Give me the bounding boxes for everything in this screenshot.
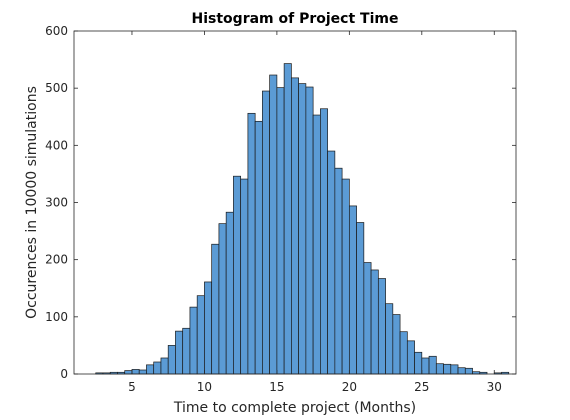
histogram-bar bbox=[233, 175, 242, 375]
histogram-bar bbox=[269, 74, 278, 375]
histogram-bar bbox=[298, 83, 307, 375]
x-axis-label: Time to complete project (Months) bbox=[173, 400, 416, 416]
x-tick-label: 30 bbox=[487, 380, 502, 394]
histogram-bar bbox=[189, 306, 198, 375]
histogram-bar bbox=[204, 281, 213, 375]
histogram-bar bbox=[196, 295, 205, 375]
y-tick-label: 0 bbox=[60, 367, 68, 381]
histogram-bar bbox=[153, 361, 162, 375]
histogram-bar bbox=[276, 87, 285, 375]
histogram-bar bbox=[225, 211, 234, 375]
histogram-bar bbox=[247, 112, 256, 375]
y-tick-label: 600 bbox=[45, 24, 68, 38]
histogram-bar bbox=[435, 363, 444, 375]
histogram-bar bbox=[283, 63, 292, 375]
histogram-bar bbox=[392, 314, 401, 375]
y-tick-label: 500 bbox=[45, 81, 68, 95]
histogram-bar bbox=[124, 370, 133, 375]
histogram-bars bbox=[95, 63, 510, 375]
histogram-bar bbox=[262, 90, 270, 375]
x-tick-label: 25 bbox=[414, 380, 429, 394]
histogram-bar bbox=[175, 330, 184, 375]
histogram-bar bbox=[218, 223, 227, 375]
x-tick-label: 5 bbox=[128, 380, 136, 394]
x-axis-ticks: 5 10 15 20 25 30 bbox=[128, 31, 502, 394]
histogram-bar bbox=[327, 150, 336, 375]
histogram-bar bbox=[363, 262, 372, 375]
histogram-bar bbox=[370, 269, 379, 375]
histogram-bar bbox=[457, 367, 466, 375]
x-tick-label: 20 bbox=[342, 380, 357, 394]
histogram-bar bbox=[167, 345, 176, 375]
histogram-bar bbox=[131, 369, 140, 375]
histogram-bar bbox=[138, 369, 147, 375]
histogram-bar bbox=[240, 178, 249, 375]
histogram-bar bbox=[377, 278, 386, 375]
histogram-bar bbox=[320, 108, 328, 375]
histogram-bar bbox=[406, 340, 415, 375]
y-axis-label: Occurences in 10000 simulations bbox=[24, 86, 40, 319]
histogram-bar bbox=[464, 367, 473, 375]
histogram-bar bbox=[312, 114, 321, 375]
x-tick-label: 10 bbox=[197, 380, 212, 394]
chart-title: Histogram of Project Time bbox=[192, 11, 399, 27]
histogram-bar bbox=[385, 303, 394, 375]
histogram-bar bbox=[146, 364, 155, 375]
histogram-bar bbox=[291, 77, 299, 375]
y-tick-label: 200 bbox=[45, 253, 68, 267]
histogram-bar bbox=[399, 331, 408, 375]
histogram-bar bbox=[356, 222, 365, 375]
histogram-bar bbox=[211, 243, 220, 375]
histogram-bar bbox=[160, 357, 169, 375]
histogram-bar bbox=[341, 178, 350, 375]
y-tick-label: 400 bbox=[45, 138, 68, 152]
histogram-bar bbox=[421, 357, 430, 375]
histogram-bar bbox=[428, 355, 437, 375]
y-tick-label: 300 bbox=[45, 196, 68, 210]
y-tick-label: 100 bbox=[45, 310, 68, 324]
y-axis-ticks: 0 100 200 300 400 500 600 bbox=[45, 24, 516, 381]
histogram-bar bbox=[254, 120, 263, 375]
histogram-bar bbox=[305, 86, 314, 375]
histogram-bar bbox=[182, 327, 191, 375]
histogram-bar bbox=[348, 205, 357, 375]
histogram-bar bbox=[414, 351, 423, 375]
histogram-bar bbox=[443, 363, 452, 375]
x-tick-label: 15 bbox=[269, 380, 284, 394]
histogram-bar bbox=[334, 167, 343, 375]
histogram-bar bbox=[450, 364, 459, 375]
